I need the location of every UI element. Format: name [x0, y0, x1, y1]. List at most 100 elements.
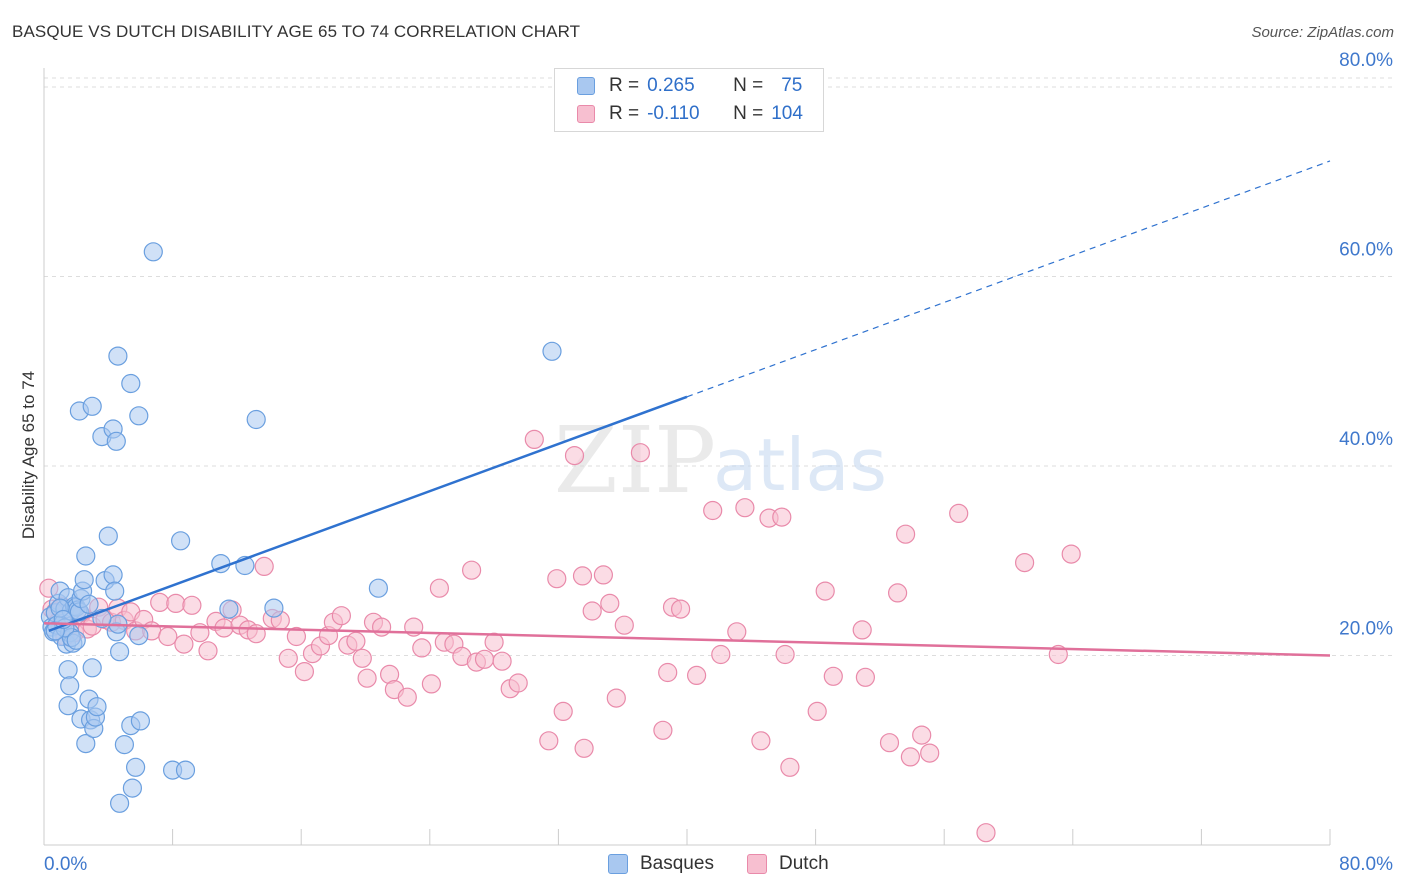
dutch-point-105	[949, 503, 969, 524]
dutch-point-93	[780, 757, 800, 777]
basques-point-57	[143, 242, 163, 262]
dutch-point-88	[735, 498, 755, 518]
dutch-point-37	[286, 626, 306, 647]
basques-n-value: 75	[781, 75, 803, 96]
dutch-point-91	[772, 507, 792, 527]
dutch-point-103	[912, 725, 932, 745]
dutch-point-72	[574, 738, 594, 758]
dutch-r-value: -0.110	[647, 103, 700, 124]
basques-point-50	[82, 396, 102, 416]
y-axis-label: Disability Age 65 to 74	[19, 371, 38, 539]
dutch-point-43	[331, 606, 351, 626]
basques-point-66	[368, 578, 388, 598]
basques-swatch	[577, 77, 595, 95]
y-tick-label-60: 60.0%	[1339, 239, 1393, 260]
dutch-point-75	[593, 565, 614, 585]
dutch-n-label: N =	[733, 103, 764, 124]
basques-point-72	[66, 630, 86, 650]
bottom-dutch-swatch	[747, 854, 767, 874]
basques-series	[40, 242, 562, 813]
dutch-point-69	[547, 569, 567, 589]
dutch-point-22	[166, 593, 186, 614]
dutch-point-55	[421, 674, 441, 694]
bottom-legend-basques: Basques	[608, 852, 714, 876]
basques-point-48	[109, 793, 130, 813]
basques-point-65	[264, 598, 284, 618]
basques-point-36	[98, 526, 118, 546]
dutch-point-20	[150, 592, 170, 613]
bottom-dutch-label: Dutch	[779, 853, 829, 874]
x-tick-label-0: 0.0%	[44, 854, 87, 875]
dutch-point-101	[895, 524, 916, 544]
dutch-point-85	[703, 500, 723, 521]
dutch-point-47	[357, 668, 377, 688]
dutch-point-86	[711, 644, 731, 665]
basques-point-55	[121, 373, 141, 394]
dutch-point-76	[600, 593, 620, 614]
dutch-point-23	[174, 634, 194, 654]
dutch-point-74	[582, 601, 602, 621]
dutch-point-97	[852, 620, 872, 640]
basques-point-34	[87, 697, 107, 717]
basques-point-30	[82, 658, 102, 678]
dutch-point-92	[775, 644, 795, 665]
dutch-point-100	[879, 733, 900, 753]
dutch-point-63	[484, 632, 504, 652]
bottom-basques-swatch	[608, 854, 628, 874]
basques-r-label: R =	[609, 75, 640, 96]
basques-point-47	[122, 778, 142, 798]
dutch-point-62	[474, 649, 495, 669]
dutch-point-71	[564, 446, 585, 466]
basques-point-28	[76, 733, 96, 754]
basques-r-value: 0.265	[647, 75, 695, 96]
y-tick-label-20: 20.0%	[1339, 618, 1393, 639]
bottom-legend-dutch: Dutch	[747, 852, 829, 876]
dutch-r-label: R =	[609, 103, 640, 124]
dutch-point-79	[630, 443, 651, 463]
dutch-point-109	[1061, 544, 1081, 564]
dutch-point-52	[397, 687, 417, 707]
dutch-point-64	[492, 651, 512, 671]
legend-row-dutch: R = -0.110 N = 104	[577, 101, 803, 127]
basques-point-24	[58, 660, 78, 680]
y-tick-label-40: 40.0%	[1339, 429, 1393, 450]
dutch-point-81	[658, 662, 678, 683]
x-tick-label-80: 80.0%	[1339, 854, 1393, 875]
basques-point-64	[246, 409, 266, 430]
dutch-point-36	[278, 648, 298, 668]
basques-point-62	[219, 599, 239, 619]
basques-point-45	[129, 625, 149, 646]
dutch-point-104	[920, 743, 940, 763]
basques-trend-line	[48, 395, 688, 633]
basques-n-label: N =	[733, 75, 764, 96]
correlation-legend: R = 0.265 N = 75 R = -0.110 N = 104	[554, 68, 824, 132]
basques-trend-extension	[686, 160, 1331, 398]
dutch-point-26	[198, 641, 218, 661]
basques-point-53	[106, 431, 126, 451]
y-tick-label-80: 80.0%	[1339, 50, 1393, 71]
basques-point-44	[126, 757, 146, 777]
dutch-point-54	[412, 638, 432, 658]
axis-layer: 20.0% 40.0% 60.0% 80.0% 0.0% 80.0%	[43, 50, 1393, 875]
dutch-point-38	[294, 661, 314, 682]
dutch-swatch	[577, 105, 595, 123]
dutch-point-49	[372, 617, 392, 637]
dutch-point-102	[900, 747, 921, 767]
dutch-point-33	[254, 556, 274, 577]
dutch-point-24	[182, 595, 202, 615]
basques-point-46	[130, 711, 150, 731]
dutch-point-67	[524, 429, 544, 449]
dutch-point-84	[686, 665, 707, 686]
dutch-point-89	[751, 731, 771, 751]
dutch-n-value: 104	[771, 103, 803, 124]
dutch-point-80	[653, 720, 673, 740]
dutch-point-95	[807, 701, 827, 722]
dutch-point-83	[670, 599, 691, 619]
watermark-atlas: atlas	[713, 423, 887, 507]
dutch-point-106	[976, 823, 996, 843]
basques-point-59	[175, 760, 196, 780]
dutch-point-96	[823, 666, 843, 686]
dutch-point-77	[606, 688, 626, 708]
basques-point-42	[114, 734, 135, 755]
